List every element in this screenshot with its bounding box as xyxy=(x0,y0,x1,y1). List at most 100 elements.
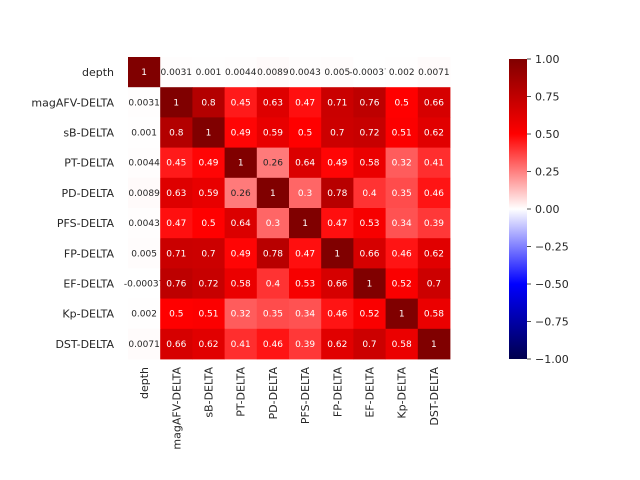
x-tick-label: PFS-DELTA xyxy=(299,367,312,425)
heatmap-cell-6-3 xyxy=(224,238,258,269)
cell-value-label: 0.49 xyxy=(231,249,251,259)
heatmap-cell-9-8 xyxy=(385,328,419,360)
heatmap-cell-8-5 xyxy=(289,298,322,330)
heatmap-cell-8-4 xyxy=(256,298,290,330)
heatmap-cell-0-2 xyxy=(192,57,225,88)
cell-value-label: 0.47 xyxy=(295,98,315,108)
heatmap-cell-8-8 xyxy=(385,298,419,330)
heatmap-cell-4-9 xyxy=(417,177,451,209)
cell-value-label: 1 xyxy=(238,159,244,169)
y-tick-label: sB-DELTA xyxy=(63,127,114,140)
cell-value-label: 0.7 xyxy=(427,280,441,290)
cell-value-label: 0.71 xyxy=(166,249,186,259)
cell-value-label: 0.001 xyxy=(196,68,222,78)
heatmap-cell-3-5 xyxy=(289,147,322,179)
cell-value-label: 1 xyxy=(141,68,147,78)
cell-value-label: 0.62 xyxy=(327,340,347,350)
x-tick-label: depth xyxy=(138,367,151,399)
heatmap-cell-0-1 xyxy=(160,57,193,88)
cell-value-label: 0.71 xyxy=(327,98,347,108)
heatmap-cell-1-6 xyxy=(321,87,354,118)
cell-value-label: -0.00037 xyxy=(124,280,164,290)
heatmap-cell-6-2 xyxy=(192,238,225,269)
heatmap-cell-2-0 xyxy=(128,117,161,148)
heatmap-cell-3-3 xyxy=(224,147,258,179)
cell-value-label: 0.002 xyxy=(131,310,157,320)
heatmap-cell-3-0 xyxy=(128,147,161,179)
heatmap-cell-5-6 xyxy=(321,208,354,239)
cell-value-label: 0.7 xyxy=(330,129,344,139)
cell-value-label: 0.78 xyxy=(327,189,347,199)
heatmap-cell-3-8 xyxy=(385,147,419,179)
cell-value-label: 0.58 xyxy=(424,310,444,320)
cell-value-label: 0.63 xyxy=(166,189,186,199)
heatmap-cell-0-8 xyxy=(385,57,419,88)
cell-value-label: 0.62 xyxy=(424,249,444,259)
cell-value-label: 0.0071 xyxy=(418,68,450,78)
x-tick-label: FP-DELTA xyxy=(331,367,344,418)
heatmap-cell-7-7 xyxy=(353,268,386,299)
heatmap-cell-2-6 xyxy=(321,117,354,148)
colorbar-tick-label: −0.25 xyxy=(535,241,569,254)
cell-value-label: 0.0043 xyxy=(128,219,160,229)
heatmap-cell-3-2 xyxy=(192,147,225,179)
cell-value-label: 0.64 xyxy=(231,219,251,229)
cell-value-label: 0.47 xyxy=(295,249,315,259)
heatmap-cell-2-7 xyxy=(353,117,386,148)
cell-value-label: 0.8 xyxy=(201,98,216,108)
cell-value-label: 0.66 xyxy=(327,280,347,290)
heatmap-cell-6-0 xyxy=(128,238,161,269)
heatmap-cell-0-4 xyxy=(256,57,290,88)
heatmap-cell-0-0 xyxy=(128,57,161,88)
cell-value-label: 0.72 xyxy=(359,129,379,139)
heatmap-cell-5-5 xyxy=(289,208,322,239)
cell-value-label: 0.34 xyxy=(295,310,315,320)
colorbar-tick-label: 0.25 xyxy=(535,166,560,179)
heatmap-cell-9-9 xyxy=(417,328,451,360)
x-tick-label: sB-DELTA xyxy=(203,367,216,418)
cell-value-label: 0.58 xyxy=(231,280,251,290)
heatmap-cell-2-2 xyxy=(192,117,225,148)
heatmap-cell-2-8 xyxy=(385,117,419,148)
colorbar xyxy=(509,59,527,359)
heatmap-cell-1-2 xyxy=(192,87,225,118)
heatmap-cell-0-7 xyxy=(353,57,386,88)
cell-value-label: 1 xyxy=(206,129,212,139)
cell-value-label: 0.62 xyxy=(424,129,444,139)
cell-value-label: 0.001 xyxy=(131,129,157,139)
heatmap-cell-6-8 xyxy=(385,238,419,269)
cell-value-label: 0.46 xyxy=(392,249,412,259)
cell-value-label: 0.76 xyxy=(359,98,379,108)
heatmap-cell-2-1 xyxy=(160,117,193,148)
heatmap-cell-5-2 xyxy=(192,208,225,239)
cell-value-label: 0.49 xyxy=(327,159,347,169)
heatmap-cell-1-5 xyxy=(289,87,322,118)
cell-value-label: 0.66 xyxy=(359,249,379,259)
heatmap-cell-4-0 xyxy=(128,177,161,209)
cell-value-label: 0.45 xyxy=(231,98,251,108)
heatmap-cell-2-5 xyxy=(289,117,322,148)
cell-value-label: 0.7 xyxy=(201,249,215,259)
cell-value-label: 0.45 xyxy=(166,159,186,169)
heatmap-cell-1-0 xyxy=(128,87,161,118)
cell-value-label: 0.35 xyxy=(263,310,283,320)
heatmap-cell-7-5 xyxy=(289,268,322,299)
cell-value-label: 0.66 xyxy=(166,340,186,350)
cell-value-label: 0.58 xyxy=(359,159,379,169)
cell-value-label: 0.4 xyxy=(362,189,377,199)
cell-value-label: 0.0044 xyxy=(225,68,257,78)
heatmap-cell-9-2 xyxy=(192,328,225,360)
cell-value-label: 0.26 xyxy=(231,189,251,199)
heatmap-cell-7-6 xyxy=(321,268,354,299)
cell-value-label: 0.32 xyxy=(392,159,412,169)
y-tick-label: FP-DELTA xyxy=(64,247,115,260)
cell-value-label: 0.41 xyxy=(231,340,251,350)
y-tick-label: PT-DELTA xyxy=(64,157,114,170)
heatmap-cell-6-6 xyxy=(321,238,354,269)
colorbar-ticks: 1.00 0.75 0.50 0.25 0.00 −0.25 −0.50 −0.75 −1.00 xyxy=(527,53,569,366)
x-tick-label: EF-DELTA xyxy=(364,367,377,418)
colorbar-tick-label: −0.50 xyxy=(535,278,569,291)
heatmap-cell-1-8 xyxy=(385,87,419,118)
heatmap-cell-9-4 xyxy=(256,328,290,360)
heatmap-cell-4-2 xyxy=(192,177,225,209)
